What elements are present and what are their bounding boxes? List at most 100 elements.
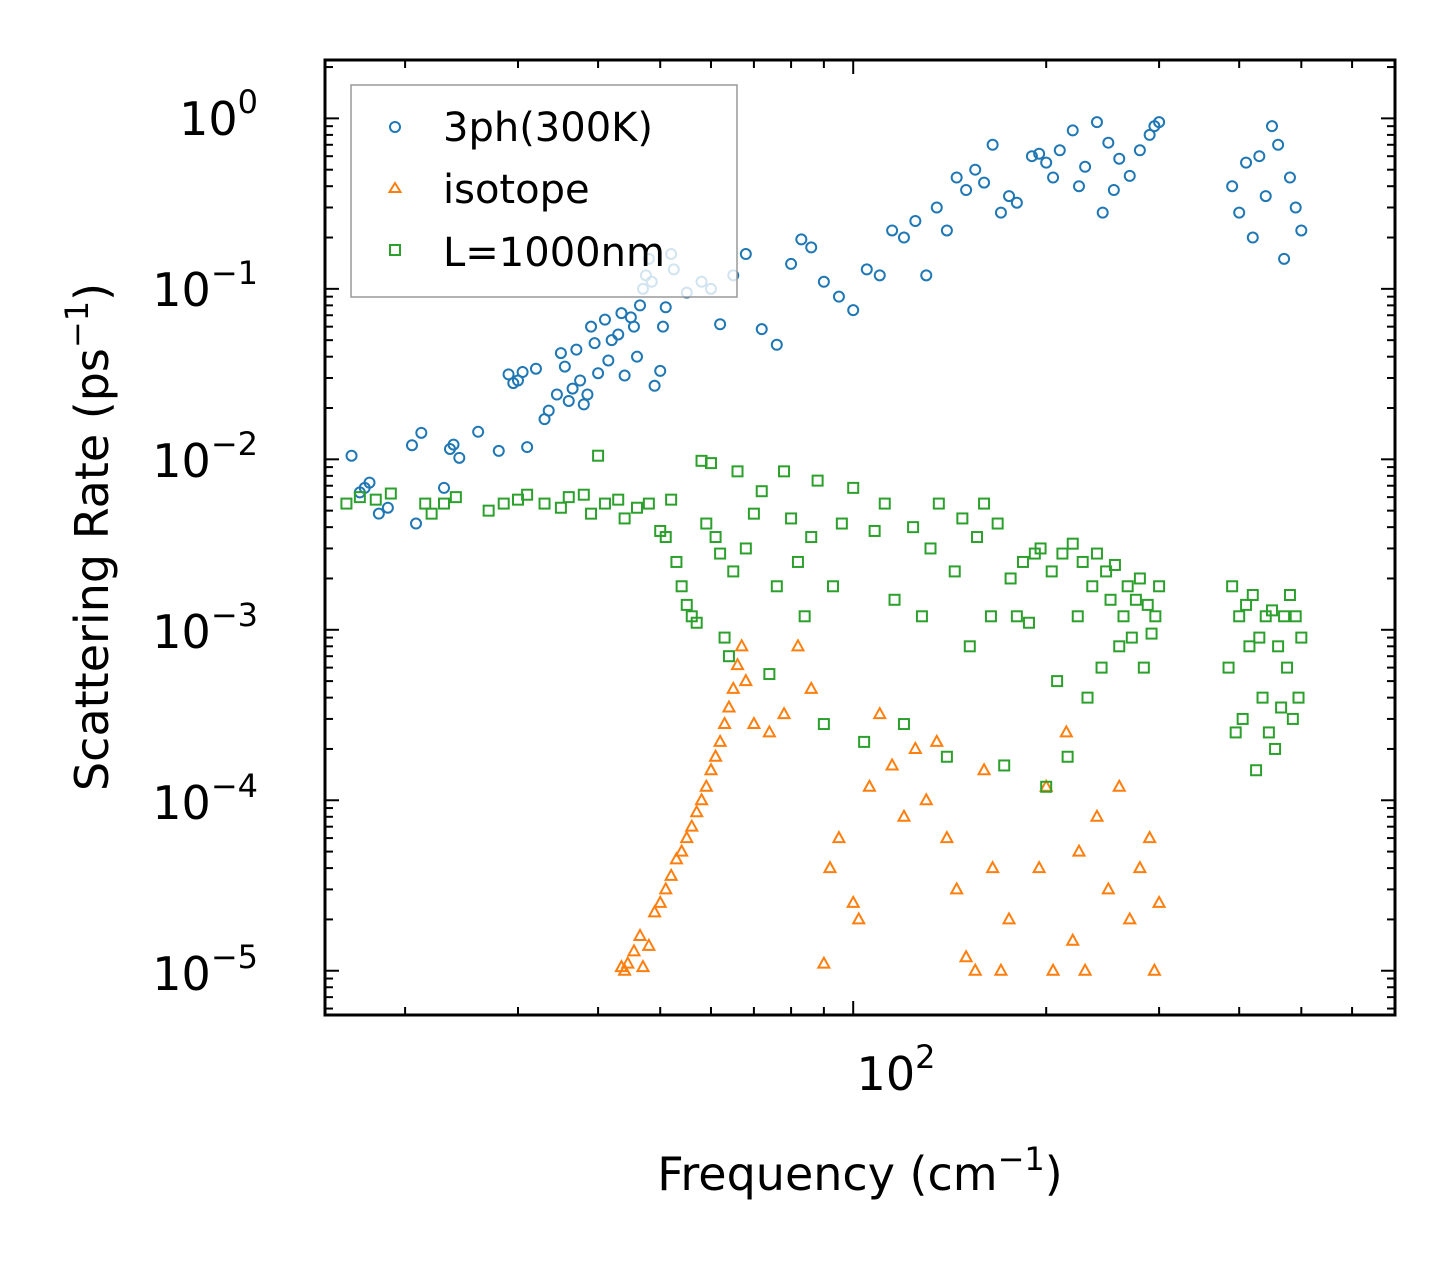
- data-point-circle: [1102, 136, 1115, 149]
- data-point-triangle: [1112, 778, 1127, 792]
- data-point-square: [585, 507, 598, 520]
- data-point-square: [868, 524, 881, 537]
- data-point-circle: [860, 263, 873, 276]
- data-point-square: [1061, 750, 1074, 763]
- data-point-square: [1289, 610, 1302, 623]
- data-point-triangle: [1031, 860, 1047, 874]
- plot-frame: [323, 58, 1397, 1017]
- data-point-circle: [1153, 116, 1166, 129]
- data-point-circle: [447, 438, 460, 451]
- data-point-circle: [940, 224, 953, 237]
- data-point-circle: [438, 481, 451, 494]
- legend-marker-isotope: [387, 181, 403, 193]
- data-point-square: [722, 650, 735, 663]
- data-point-square: [1100, 565, 1113, 578]
- data-point-circle: [1079, 160, 1092, 173]
- data-point-square: [948, 565, 961, 578]
- data-point-circle: [381, 501, 394, 514]
- data-point-square: [998, 759, 1011, 772]
- data-point-square: [1045, 565, 1058, 578]
- data-point-square: [1256, 691, 1269, 704]
- data-point-circle: [1072, 180, 1085, 193]
- data-point-circle: [897, 231, 910, 244]
- x-tick-labels: 102: [857, 1038, 936, 1101]
- data-point-triangle: [708, 748, 723, 762]
- data-point-triangle: [846, 894, 861, 908]
- data-point-square: [778, 465, 791, 478]
- data-point-square: [731, 465, 744, 478]
- data-point-circle: [529, 362, 542, 375]
- data-point-circle: [817, 275, 830, 288]
- data-point-circle: [1053, 144, 1066, 157]
- series-triangle: [614, 638, 1167, 976]
- data-point-circle: [615, 307, 628, 320]
- data-point-triangle: [976, 762, 992, 776]
- data-point-circle: [516, 366, 529, 379]
- data-point-triangle: [694, 792, 709, 806]
- y-tick-label-1e-4: 10−4: [152, 767, 258, 830]
- data-point-circle: [1133, 144, 1146, 157]
- data-point-circle: [755, 323, 768, 336]
- data-point-circle: [472, 425, 485, 438]
- data-point-circle: [795, 233, 808, 246]
- data-point-square: [1281, 661, 1294, 674]
- data-point-triangle: [1045, 962, 1061, 976]
- data-point-triangle: [689, 804, 704, 818]
- data-point-square: [907, 521, 920, 534]
- data-point-square: [798, 610, 811, 623]
- data-point-square: [1265, 604, 1278, 617]
- data-point-circle: [886, 224, 899, 237]
- data-point-triangle: [929, 733, 944, 747]
- y-tick-label-1e-1: 10−1: [152, 254, 258, 317]
- data-point-square: [690, 616, 703, 629]
- data-point-square: [1243, 640, 1256, 653]
- data-point-circle: [372, 507, 385, 520]
- data-point-square: [805, 531, 818, 544]
- data-point-square: [665, 493, 678, 506]
- data-point-square: [1121, 580, 1134, 593]
- data-point-square: [1056, 547, 1069, 560]
- data-point-square: [718, 631, 731, 644]
- data-point-circle: [566, 382, 579, 395]
- data-point-square: [1071, 610, 1084, 623]
- data-point-circle: [920, 269, 933, 282]
- data-point-circle: [994, 206, 1007, 219]
- data-point-square: [419, 497, 432, 510]
- data-point-square: [1034, 542, 1047, 555]
- data-point-square: [747, 507, 760, 520]
- axis-ticks: [325, 60, 1396, 1015]
- x-tick-label-100: 102: [857, 1038, 936, 1101]
- data-point-square: [709, 531, 722, 544]
- data-point-circle: [1246, 231, 1259, 244]
- legend-marker-3ph: [389, 121, 401, 133]
- series-square: [340, 449, 1308, 793]
- data-point-square: [1275, 701, 1288, 714]
- data-point-square: [425, 507, 438, 520]
- data-point-square: [482, 504, 495, 517]
- data-point-square: [1226, 580, 1239, 593]
- data-point-square: [1253, 631, 1266, 644]
- data-point-square: [1051, 675, 1064, 688]
- data-point-triangle: [1132, 860, 1148, 874]
- data-point-triangle: [712, 733, 728, 747]
- data-point-square: [1086, 580, 1099, 593]
- data-point-square: [1278, 610, 1291, 623]
- data-point-square: [670, 555, 683, 568]
- data-point-triangle: [1065, 932, 1080, 946]
- data-point-triangle: [653, 894, 668, 908]
- data-point-circle: [612, 328, 625, 341]
- data-point-triangle: [717, 715, 732, 730]
- data-point-square: [1236, 712, 1249, 725]
- data-point-square: [1040, 780, 1053, 793]
- data-point-circle: [832, 290, 845, 303]
- data-point-square: [1295, 631, 1308, 644]
- data-point-square: [384, 487, 397, 500]
- data-point-square: [827, 580, 840, 593]
- data-point-triangle: [862, 778, 877, 792]
- data-point-square: [612, 493, 625, 506]
- data-point-triangle: [1101, 881, 1116, 895]
- data-point-square: [770, 580, 783, 593]
- y-tick-label-1e-2: 10−2: [152, 425, 258, 488]
- data-point-circle: [770, 338, 783, 351]
